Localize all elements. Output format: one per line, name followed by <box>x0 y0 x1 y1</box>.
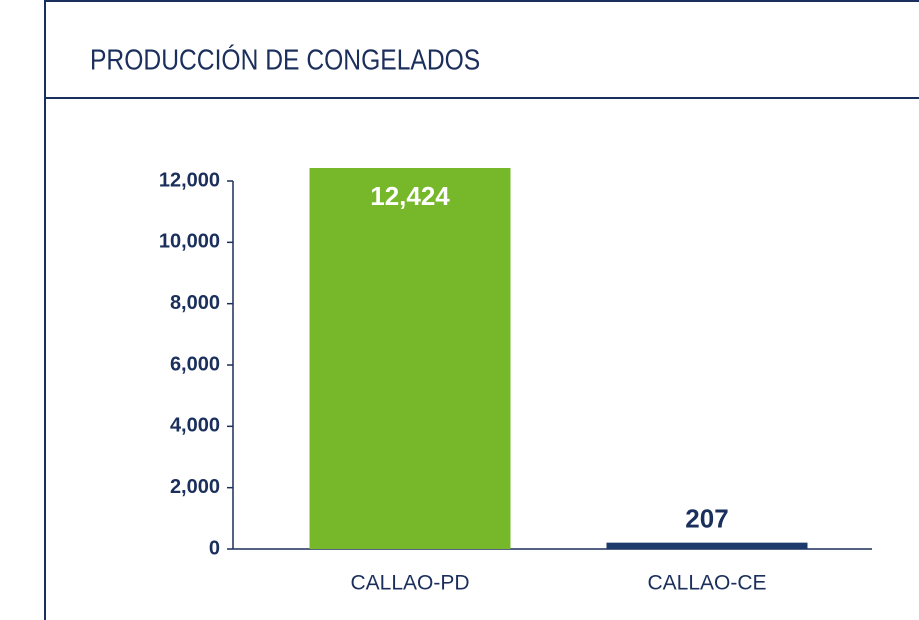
x-tick-label: CALLAO-PD <box>350 572 469 595</box>
x-tick-label: CALLAO-CE <box>647 572 766 595</box>
y-tick-label: 0 <box>209 537 220 559</box>
y-tick-label: 6,000 <box>170 353 220 375</box>
y-tick-label: 2,000 <box>170 476 220 498</box>
bar <box>309 167 511 550</box>
bar <box>606 542 808 549</box>
chart-title: PRODUCCIÓN DE CONGELADOS <box>90 43 480 76</box>
y-tick-label: 4,000 <box>170 415 220 437</box>
value-label: 12,424 <box>370 181 450 211</box>
y-tick-label: 12,000 <box>159 169 220 191</box>
y-tick-label: 10,000 <box>159 231 220 253</box>
value-label: 207 <box>685 504 728 534</box>
y-tick-label: 8,000 <box>170 292 220 314</box>
